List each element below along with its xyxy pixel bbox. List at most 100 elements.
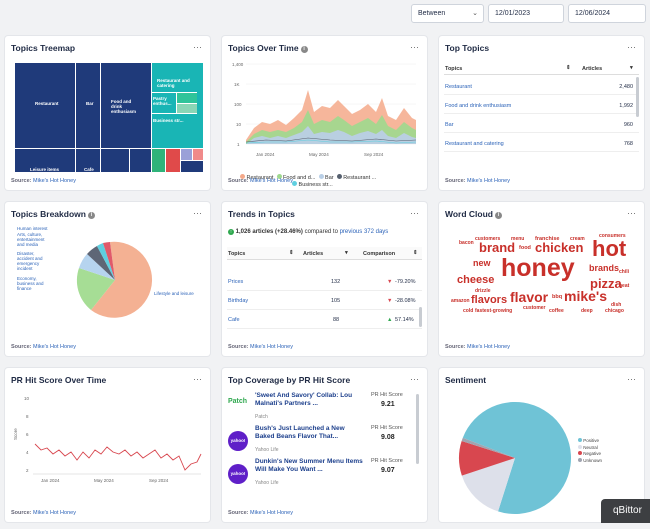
article-title[interactable]: Dunkin's New Summer Menu Items Will Make…	[255, 458, 363, 473]
column-header[interactable]: Articles	[303, 251, 324, 257]
treemap-cell-restaurant-catering[interactable]: Restaurant and catering	[152, 63, 197, 92]
coverage-item[interactable]: Patch 'Sweet And Savory' Collab: Lou Mal…	[228, 392, 418, 424]
table-row[interactable]: Restaurant and catering 768	[444, 134, 639, 152]
legend-item[interactable]: Negative	[578, 451, 602, 458]
word[interactable]: customer	[523, 305, 546, 311]
treemap-cell-food-drink[interactable]: Food and drink enthusiasm	[101, 63, 151, 148]
column-header[interactable]: Topics	[228, 251, 246, 257]
table-row[interactable]: Prices 132 ▼ -79.20%	[227, 273, 422, 291]
word[interactable]: honey	[501, 254, 575, 282]
word[interactable]: hot	[592, 236, 627, 261]
qbittorrent-overlay[interactable]: qBittor	[601, 499, 650, 523]
treemap-cell-dark-a[interactable]	[101, 149, 129, 172]
column-header[interactable]: Comparison	[363, 251, 396, 257]
more-options-icon[interactable]: ···	[410, 42, 419, 52]
more-options-icon[interactable]: ···	[627, 208, 636, 218]
source-link[interactable]: Mike's Hot Honey	[467, 344, 510, 350]
date-mode-select[interactable]: Between ⌄	[411, 4, 484, 23]
pie-slice-other[interactable]	[103, 242, 115, 280]
word[interactable]: amazon	[451, 298, 470, 304]
treemap-cell-red[interactable]	[166, 149, 180, 172]
coverage-item[interactable]: yahoo! Bush's Just Launched a New Baked …	[228, 425, 418, 457]
treemap-cell-restaurant[interactable]: Restaurant	[15, 63, 75, 148]
treemap-cell-dark-b[interactable]	[130, 149, 151, 172]
pie-slice-economy[interactable]	[76, 268, 115, 310]
word[interactable]: food	[519, 245, 531, 251]
word[interactable]: heat	[619, 283, 630, 289]
legend-item[interactable]: Business str...	[292, 181, 333, 188]
word[interactable]: brand	[479, 240, 516, 255]
word[interactable]: pizza	[590, 276, 622, 291]
table-row[interactable]: Cafe 88 ▲ 57.14%	[227, 311, 422, 329]
word[interactable]: chicago	[605, 308, 624, 314]
more-options-icon[interactable]: ···	[627, 374, 636, 384]
sort-desc-icon[interactable]: ▾	[630, 65, 633, 71]
treemap-cell-purple[interactable]	[181, 149, 192, 160]
info-icon[interactable]: i	[495, 212, 502, 219]
legend-item[interactable]: Restaurant ...	[336, 174, 376, 181]
legend-item[interactable]: Bar	[318, 174, 334, 181]
word[interactable]: chicken	[535, 240, 584, 255]
source-link[interactable]: Mike's Hot Honey	[250, 178, 293, 184]
source-link[interactable]: Mike's Hot Honey	[467, 178, 510, 184]
pie-slice-human[interactable]	[97, 243, 115, 280]
previous-period-link[interactable]: previous 372 days	[339, 229, 389, 235]
scrollbar[interactable]	[636, 77, 639, 117]
word[interactable]: deep	[581, 308, 593, 314]
word[interactable]: cheese	[457, 274, 495, 286]
treemap-cell-pastry[interactable]: Pastry enthus...	[152, 93, 176, 113]
more-options-icon[interactable]: ···	[627, 42, 636, 52]
source-link[interactable]: Mike's Hot Honey	[33, 344, 76, 350]
more-options-icon[interactable]: ···	[193, 42, 202, 52]
word[interactable]: fastest-growing	[475, 308, 513, 314]
word[interactable]: cold	[463, 308, 474, 314]
treemap-cell-business[interactable]: Business str...	[152, 114, 197, 148]
word[interactable]: flavor	[510, 289, 549, 305]
table-row[interactable]: Restaurant 2,480	[444, 77, 639, 95]
word[interactable]: dish	[611, 302, 622, 308]
info-icon[interactable]: i	[87, 212, 95, 219]
treemap-cell-pink[interactable]	[193, 149, 203, 160]
pie-slice-arts[interactable]	[87, 246, 115, 280]
treemap-cell-dark-c[interactable]	[181, 161, 203, 172]
treemap-cell-small-a[interactable]	[177, 93, 197, 103]
word[interactable]: new	[473, 258, 491, 268]
sort-desc-icon[interactable]: ▾	[345, 250, 348, 256]
treemap-cell-bar[interactable]: Bar	[76, 63, 100, 148]
source-link[interactable]: Mike's Hot Honey	[250, 344, 293, 350]
pie-slice-positive[interactable]	[462, 402, 571, 514]
legend-item[interactable]: Unknown	[578, 457, 602, 465]
word[interactable]: drizzle	[475, 288, 491, 294]
word[interactable]: customers	[475, 236, 501, 242]
treemap-cell-small-b[interactable]	[177, 104, 197, 113]
table-row[interactable]: Food and drink enthusiasm 1,992	[444, 96, 639, 114]
word[interactable]: coffee	[549, 308, 564, 314]
pie-slice-lifestyle[interactable]	[91, 241, 153, 318]
sort-icon[interactable]: ⇕	[413, 250, 418, 256]
scrollbar[interactable]	[416, 394, 419, 464]
pie-slice-disaster[interactable]	[79, 254, 115, 280]
info-icon[interactable]: i	[300, 46, 308, 53]
legend-item[interactable]: Positive	[578, 438, 602, 445]
table-row[interactable]: Bar 960	[444, 115, 639, 133]
legend-item[interactable]: Neutral	[578, 444, 602, 452]
table-row[interactable]: Birthday 105 ▼ -28.08%	[227, 292, 422, 310]
column-header[interactable]: Articles	[582, 66, 603, 72]
article-title[interactable]: Bush's Just Launched a New Baked Beans F…	[255, 425, 345, 440]
end-date-input[interactable]: 12/06/2024	[568, 4, 646, 23]
word[interactable]: consumers	[599, 233, 626, 239]
word[interactable]: flavors	[471, 294, 508, 306]
source-link[interactable]: Mike's Hot Honey	[33, 178, 76, 184]
treemap-cell-edge[interactable]	[197, 63, 203, 148]
legend-item[interactable]: Restaurant	[240, 174, 273, 181]
sort-icon[interactable]: ⇕	[566, 65, 571, 71]
treemap-cell-cafe[interactable]: Cafe	[76, 149, 100, 172]
more-options-icon[interactable]: ···	[193, 208, 202, 218]
article-title[interactable]: 'Sweet And Savory' Collab: Lou Malnati's…	[255, 392, 353, 407]
pie-slice-neutral[interactable]	[461, 458, 515, 512]
pie-slice-unknown[interactable]	[461, 437, 515, 458]
legend-item[interactable]: Food and d...	[276, 174, 315, 181]
sort-icon[interactable]: ⇕	[289, 250, 294, 256]
pie-slice-negative[interactable]	[459, 441, 515, 476]
more-options-icon[interactable]: ···	[193, 374, 202, 384]
